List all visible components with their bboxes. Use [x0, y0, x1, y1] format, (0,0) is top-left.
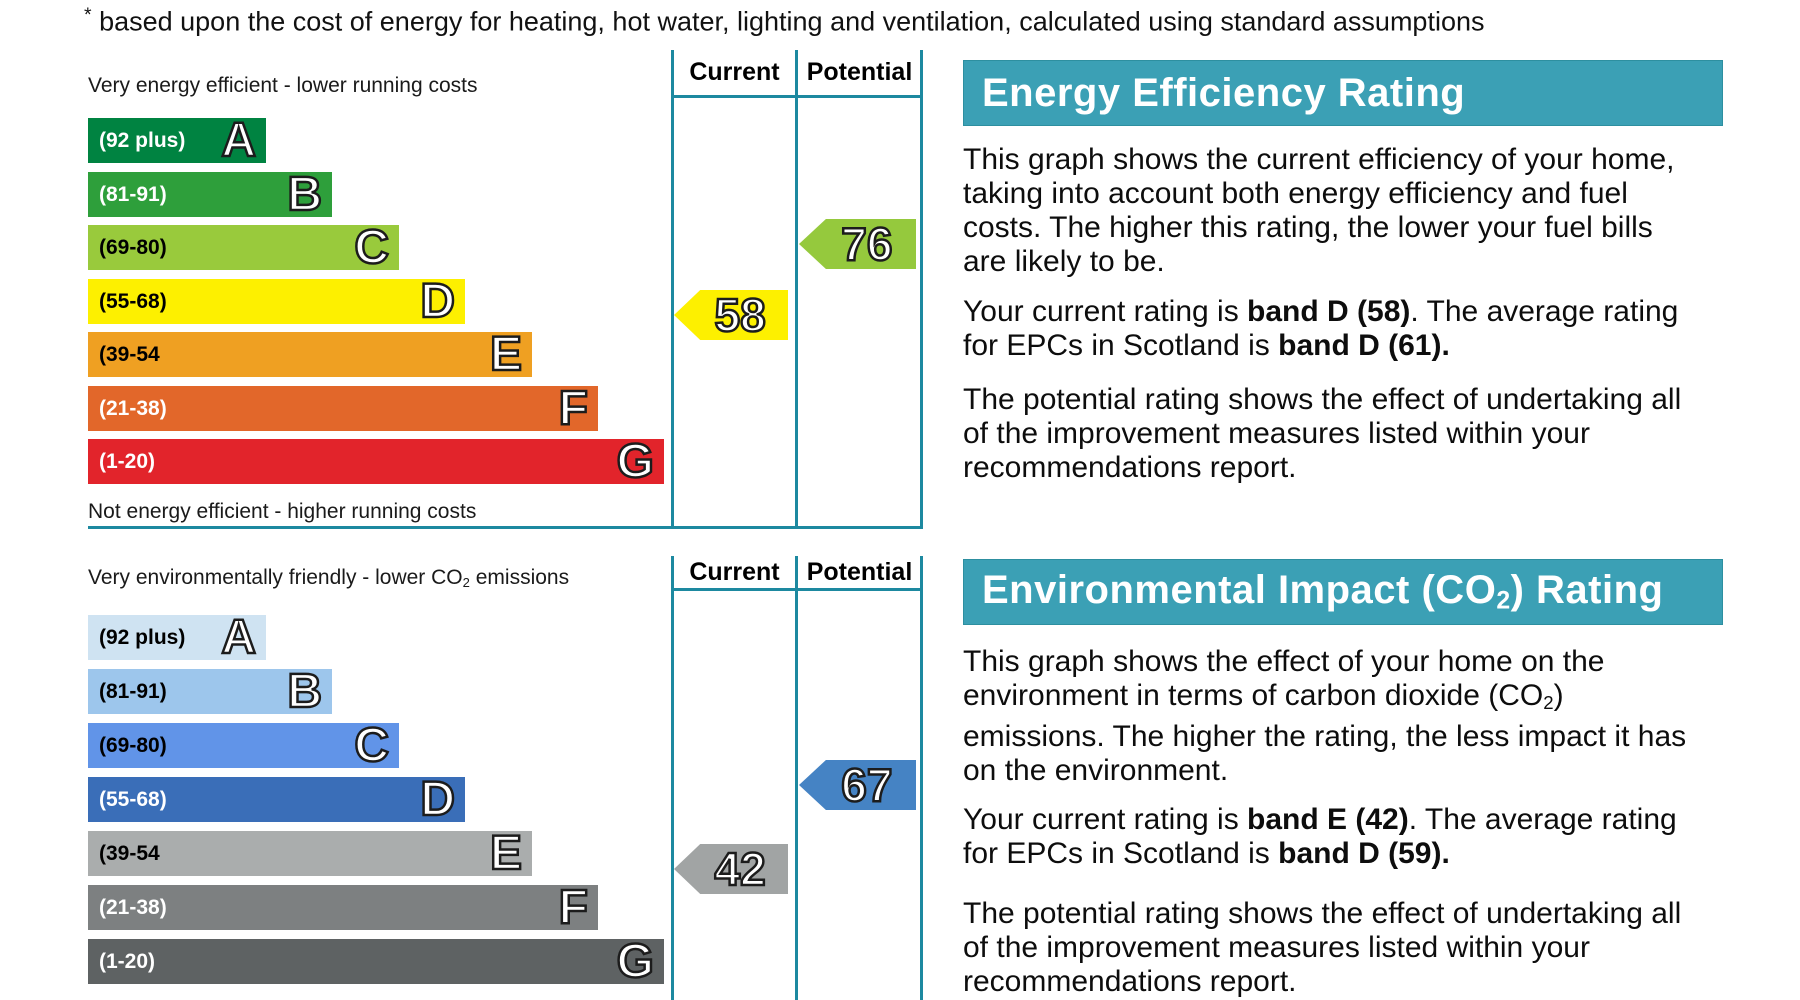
- band-range-label: (39-54: [99, 342, 160, 366]
- band-range-label: (1-20): [99, 449, 156, 473]
- eer-top-caption: Very energy efficient - lower running co…: [88, 74, 478, 97]
- environmental-impact-panel-title: Environmental Impact (CO2) Rating: [982, 568, 1664, 615]
- environmental-impact-panel: Environmental Impact (CO2) Rating This g…: [963, 559, 1723, 999]
- band-letter: F: [557, 381, 589, 435]
- band-letter: A: [220, 610, 257, 664]
- eir-potential-header: Potential: [806, 558, 913, 586]
- band-range-label: (1-20): [99, 949, 156, 973]
- eer-band-b: (81-91) B: [88, 167, 332, 221]
- eir-potential-marker: 67: [799, 760, 916, 810]
- band-letter: F: [557, 880, 589, 934]
- band-letter: E: [489, 327, 524, 381]
- eer-header-underline: [671, 95, 923, 98]
- band-letter: G: [615, 434, 655, 488]
- current-rating-value: 58: [713, 289, 767, 341]
- eer-band-c: (69-80) C: [88, 220, 399, 274]
- band-range-label: (92 plus): [99, 128, 186, 152]
- eir-band-e: (39-54 E: [88, 826, 532, 880]
- band-letter: G: [615, 934, 655, 988]
- eer-bottom-caption: Not energy efficient - higher running co…: [88, 500, 477, 523]
- eir-potential-rating-paragraph: The potential rating shows the effect of…: [963, 897, 1682, 999]
- eer-band-a: (92 plus) A: [88, 113, 266, 167]
- band-range-label: (55-68): [99, 787, 167, 811]
- eer-description-paragraph: This graph shows the current efficiency …: [963, 143, 1675, 278]
- eer-potential-marker: 76: [799, 219, 916, 269]
- eer-current-rating-paragraph: Your current rating is band D (58). The …: [963, 295, 1679, 362]
- eer-table-border-right: [920, 50, 923, 529]
- eer-potential-header: Potential: [806, 58, 913, 86]
- band-letter: E: [489, 826, 524, 880]
- band-range-label: (69-80): [99, 235, 167, 259]
- eer-band-e: (39-54 E: [88, 327, 532, 381]
- band-range-label: (81-91): [99, 182, 167, 206]
- eer-table-border-middle: [795, 50, 798, 529]
- band-letter: D: [419, 772, 456, 826]
- band-range-label: (92 plus): [99, 625, 186, 649]
- band-letter: C: [353, 220, 390, 274]
- eir-table-border-right: [920, 556, 923, 1000]
- eer-table-border-left: [671, 50, 674, 529]
- eer-current-marker: 58: [674, 290, 788, 340]
- band-letter: B: [286, 167, 323, 221]
- band-letter: A: [220, 113, 257, 167]
- band-range-label: (55-68): [99, 289, 167, 313]
- eir-band-d: (55-68) D: [88, 772, 465, 826]
- eir-table-border-left: [671, 556, 674, 1000]
- energy-efficiency-panel-title: Energy Efficiency Rating: [982, 70, 1466, 115]
- eir-current-header: Current: [689, 558, 780, 586]
- band-range-label: (21-38): [99, 396, 167, 420]
- energy-efficiency-panel-header: Energy Efficiency Rating: [963, 60, 1723, 126]
- band-letter: C: [353, 718, 390, 772]
- eir-band-c: (69-80) C: [88, 718, 399, 772]
- eer-table-bottom-line: [88, 526, 923, 529]
- eir-band-a: (92 plus) A: [88, 610, 266, 664]
- eir-top-caption: Very environmentally friendly - lower CO…: [88, 566, 570, 590]
- band-letter: B: [286, 664, 323, 718]
- current-rating-value: 42: [713, 843, 767, 895]
- potential-rating-value: 67: [840, 759, 894, 811]
- band-range-label: (81-91): [99, 679, 167, 703]
- eer-current-header: Current: [689, 58, 780, 86]
- footnote-assumptions: * based upon the cost of energy for heat…: [84, 4, 1485, 37]
- potential-rating-value: 76: [840, 218, 894, 270]
- band-range-label: (69-80): [99, 733, 167, 757]
- eir-current-rating-paragraph: Your current rating is band E (42). The …: [963, 803, 1677, 871]
- eir-table-border-middle: [795, 556, 798, 1000]
- eer-band-d: (55-68) D: [88, 274, 465, 328]
- environmental-impact-panel-header: Environmental Impact (CO2) Rating: [963, 559, 1723, 625]
- eir-band-f: (21-38) F: [88, 880, 598, 934]
- eir-current-marker: 42: [674, 844, 788, 894]
- energy-efficiency-panel: Energy Efficiency Rating This graph show…: [963, 60, 1723, 485]
- eer-band-g: (1-20) G: [88, 434, 664, 488]
- band-range-label: (21-38): [99, 895, 167, 919]
- eer-potential-rating-paragraph: The potential rating shows the effect of…: [963, 383, 1682, 484]
- eer-band-f: (21-38) F: [88, 381, 598, 435]
- eir-description-paragraph: This graph shows the effect of your home…: [963, 645, 1687, 788]
- band-letter: D: [419, 274, 456, 328]
- band-range-label: (39-54: [99, 841, 160, 865]
- eir-header-underline: [671, 588, 923, 591]
- eir-band-g: (1-20) G: [88, 934, 664, 988]
- eir-band-b: (81-91) B: [88, 664, 332, 718]
